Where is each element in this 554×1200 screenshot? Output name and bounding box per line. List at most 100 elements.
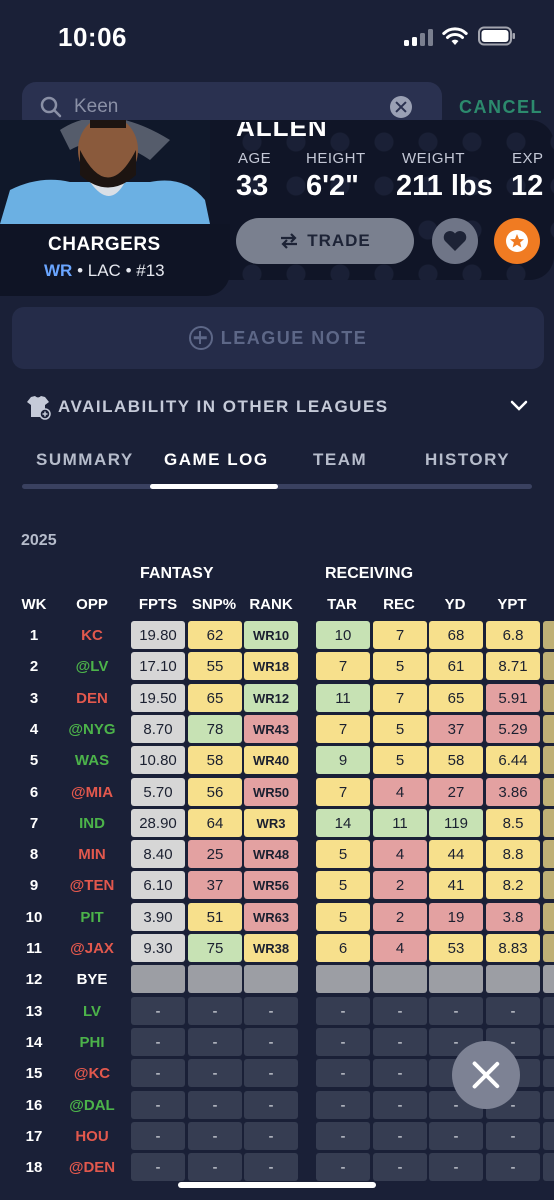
league-note-button[interactable]: LEAGUE NOTE — [12, 307, 544, 369]
tab-team[interactable]: TEAM — [313, 450, 368, 469]
rank-cell: WR12 — [244, 684, 298, 712]
fpts-cell: 3.90 — [131, 903, 185, 931]
swap-arrows-icon — [281, 233, 298, 249]
stat-label-age: AGE — [238, 150, 272, 167]
rank-cell: WR48 — [244, 840, 298, 868]
player-last-name: ALLEN — [236, 112, 328, 142]
empty-stat-cell: - — [244, 1091, 298, 1119]
empty-stat-cell: - — [244, 1153, 298, 1181]
fpts-cell: 17.10 — [131, 652, 185, 680]
status-time: 10:06 — [58, 22, 127, 52]
snp-cell: 65 — [188, 684, 242, 712]
cut-off-cell — [543, 715, 554, 743]
favorite-button[interactable] — [432, 218, 478, 264]
rank-cell: WR43 — [244, 715, 298, 743]
tab-game-log[interactable]: GAME LOG — [164, 450, 269, 469]
bye-cell — [486, 965, 540, 993]
empty-stat-cell — [543, 1153, 554, 1181]
home-indicator — [178, 1182, 376, 1188]
row-week: 5 — [29, 752, 39, 769]
row-week: 12 — [25, 971, 43, 988]
snp-cell: 55 — [188, 652, 242, 680]
empty-stat-cell: - — [373, 1122, 427, 1150]
empty-stat-cell: - — [131, 1059, 185, 1087]
player-info-panel — [0, 224, 230, 296]
row-opponent: KC — [81, 627, 103, 644]
snp-cell: 62 — [188, 621, 242, 649]
ypt-cell: 5.91 — [486, 684, 540, 712]
yd-cell: 65 — [429, 684, 483, 712]
empty-stat-cell: - — [486, 997, 540, 1025]
snp-cell: 51 — [188, 903, 242, 931]
col-header-opp: OPP — [76, 596, 108, 613]
rank-cell: WR56 — [244, 871, 298, 899]
tar-cell: 7 — [316, 652, 370, 680]
ypt-cell: 8.2 — [486, 871, 540, 899]
rank-cell: WR40 — [244, 746, 298, 774]
row-opponent: @TEN — [69, 877, 115, 894]
tar-cell: 7 — [316, 715, 370, 743]
empty-stat-cell — [543, 997, 554, 1025]
tab-summary[interactable]: SUMMARY — [36, 450, 134, 469]
search-icon — [40, 96, 62, 118]
rank-cell: WR10 — [244, 621, 298, 649]
yd-cell: 61 — [429, 652, 483, 680]
empty-stat-cell: - — [131, 1153, 185, 1181]
heart-icon — [443, 231, 467, 251]
close-button[interactable] — [452, 1041, 520, 1109]
row-opponent: HOU — [75, 1128, 109, 1145]
availability-toggle[interactable]: AVAILABILITY IN OTHER LEAGUES — [24, 393, 534, 421]
bye-cell — [188, 965, 242, 993]
row-opponent: @DEN — [68, 1159, 116, 1176]
cut-off-cell — [543, 684, 554, 712]
fpts-cell: 9.30 — [131, 934, 185, 962]
cut-off-cell — [543, 652, 554, 680]
tar-cell: 5 — [316, 840, 370, 868]
fpts-cell: 19.50 — [131, 684, 185, 712]
row-week: 10 — [25, 909, 43, 926]
position: WR — [44, 261, 73, 280]
rec-cell: 4 — [373, 778, 427, 806]
rank-cell: WR38 — [244, 934, 298, 962]
empty-stat-cell: - — [131, 1028, 185, 1056]
tar-cell: 7 — [316, 778, 370, 806]
watchlist-star-button[interactable] — [494, 218, 540, 264]
team-abbr: LAC — [87, 261, 121, 280]
cut-off-cell — [543, 809, 554, 837]
row-week: 6 — [29, 784, 39, 801]
fpts-cell: 8.70 — [131, 715, 185, 743]
cancel-button[interactable]: CANCEL — [459, 97, 543, 117]
chevron-down-icon — [510, 400, 528, 411]
yd-cell: 44 — [429, 840, 483, 868]
col-header-yd: YD — [444, 596, 466, 613]
bye-cell — [131, 965, 185, 993]
row-opponent: MIN — [78, 846, 106, 863]
empty-stat-cell: - — [131, 1091, 185, 1119]
rec-cell: 5 — [373, 715, 427, 743]
tab-history[interactable]: HISTORY — [425, 450, 511, 469]
trade-button[interactable]: TRADE — [236, 218, 414, 264]
row-opponent: PIT — [80, 909, 104, 926]
empty-stat-cell: - — [188, 1153, 242, 1181]
rec-cell: 4 — [373, 840, 427, 868]
search-input[interactable] — [74, 94, 394, 120]
fpts-cell: 28.90 — [131, 809, 185, 837]
col-header-snp: SNP% — [191, 596, 237, 613]
rec-cell: 11 — [373, 809, 427, 837]
fpts-cell: 19.80 — [131, 621, 185, 649]
empty-stat-cell — [543, 1059, 554, 1087]
row-week: 3 — [29, 690, 39, 707]
cut-off-cell — [543, 903, 554, 931]
rec-cell: 2 — [373, 903, 427, 931]
row-week: 4 — [29, 721, 39, 738]
clear-search-icon[interactable] — [390, 96, 412, 118]
empty-stat-cell: - — [316, 1028, 370, 1056]
fpts-cell: 5.70 — [131, 778, 185, 806]
stat-value-exp: 12 — [511, 170, 544, 202]
fpts-cell: 10.80 — [131, 746, 185, 774]
rec-cell: 7 — [373, 684, 427, 712]
row-week: 15 — [25, 1065, 43, 1082]
cut-off-cell — [543, 746, 554, 774]
star-icon — [506, 230, 528, 252]
empty-stat-cell: - — [373, 1091, 427, 1119]
